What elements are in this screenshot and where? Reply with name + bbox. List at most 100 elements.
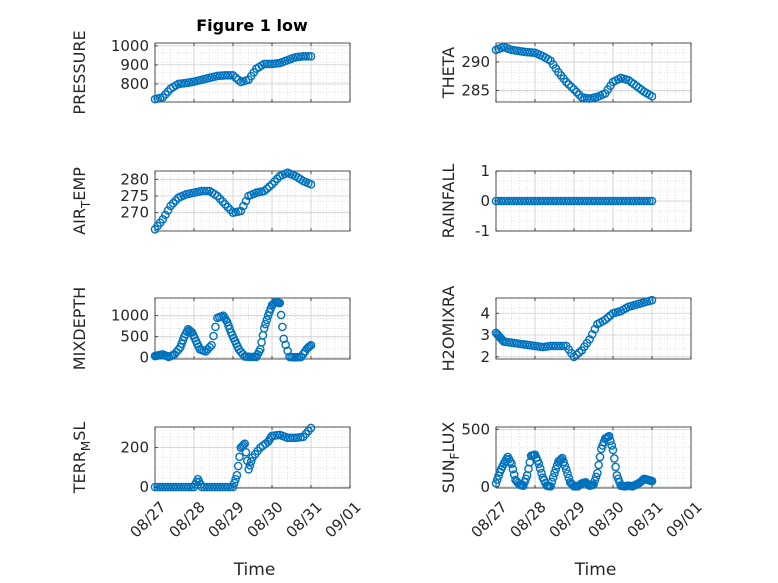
data-point [560, 461, 570, 471]
series-points [150, 52, 316, 104]
data-point [236, 206, 246, 216]
data-point [594, 460, 604, 470]
y-tick-label: 500 [461, 420, 490, 438]
axes-box [154, 170, 351, 232]
data-point [231, 73, 240, 82]
data-point [561, 465, 571, 474]
data-point [585, 335, 594, 344]
data-point [270, 177, 279, 186]
series-points [491, 42, 657, 103]
data-point [261, 319, 270, 329]
data-point [168, 198, 178, 208]
panel-terr-msl: 0 200 TERRMSL 08/2708/2808/2908/3008/3109/0… [70, 422, 365, 580]
data-point [158, 215, 168, 224]
y-tick-label: 800 [120, 75, 149, 93]
data-point [304, 343, 313, 352]
data-point [306, 340, 316, 350]
data-point [569, 352, 579, 362]
axes-box [495, 297, 692, 360]
x-axis-label: Time [574, 560, 617, 580]
panel-sun-flux: 0 500SUNFLUX08/2708/2808/2908/3008/3109/0… [439, 420, 706, 580]
data-point [591, 472, 601, 482]
data-point [241, 447, 251, 457]
data-point [559, 457, 568, 467]
data-point [607, 441, 617, 450]
data-point [572, 87, 581, 97]
data-point [590, 476, 600, 486]
data-point [213, 191, 222, 201]
data-point [223, 71, 233, 80]
data-point [240, 439, 249, 449]
data-point [548, 473, 558, 482]
data-point [200, 186, 209, 196]
y-tick-label: 290 [461, 53, 490, 71]
y-tick-label: 900 [120, 56, 149, 74]
data-point [537, 468, 546, 478]
data-point [546, 481, 555, 491]
data-point [231, 474, 240, 484]
data-point [161, 210, 170, 220]
data-point [223, 202, 233, 212]
data-point [229, 478, 239, 488]
data-point [226, 71, 235, 80]
x-tick-label: 08/28 [506, 498, 549, 541]
data-point [226, 205, 235, 215]
panel-h2omixra: 2 3 4 H2OMIXRA [439, 286, 692, 372]
data-point [550, 468, 559, 478]
x-tick-label: 08/30 [243, 498, 286, 541]
x-tick-label: 08/28 [165, 498, 208, 541]
data-point [233, 461, 243, 471]
data-point [246, 457, 256, 466]
data-point [265, 182, 274, 191]
data-point [209, 331, 218, 341]
data-point [561, 77, 571, 87]
data-point [278, 322, 287, 332]
data-point [535, 464, 545, 473]
data-point [207, 340, 216, 350]
y-axis-label: MIXDEPTH [70, 287, 89, 370]
data-point [202, 186, 212, 196]
y-tick-label: 4 [480, 304, 490, 322]
data-point [205, 342, 214, 352]
data-point [590, 324, 600, 334]
x-tick-label: 08/27 [126, 498, 169, 541]
y-axis-label: H2OMIXRA [439, 286, 458, 372]
data-point [304, 52, 313, 61]
data-point [647, 91, 657, 101]
series-points [491, 431, 657, 491]
data-point [572, 350, 581, 359]
data-point [604, 431, 614, 441]
x-tick-label: 08/31 [282, 498, 325, 541]
data-point [259, 323, 269, 333]
y-axis-label: SUNFLUX [439, 422, 462, 494]
data-point [301, 52, 311, 61]
data-point [558, 453, 567, 463]
y-axis-label: AIRTEMP [70, 167, 93, 235]
y-tick-label: 275 [120, 187, 149, 205]
x-tick-label: 08/30 [584, 498, 627, 541]
data-point [534, 459, 544, 469]
data-point [647, 295, 657, 305]
data-point [595, 452, 605, 462]
x-axis-label: Time [233, 560, 276, 580]
panel-rainfall: -1 0 1 RAINFALL [439, 162, 692, 240]
data-point [275, 298, 285, 308]
data-point [645, 196, 654, 206]
x-tick-label: 09/01 [662, 498, 705, 541]
data-point [642, 196, 652, 206]
data-point [547, 477, 557, 487]
data-point [223, 482, 233, 492]
data-point [556, 454, 566, 464]
data-point [551, 464, 561, 474]
data-point [507, 459, 516, 469]
data-point [647, 476, 657, 486]
data-point [163, 206, 173, 215]
y-tick-label: 200 [120, 439, 149, 457]
data-point [245, 461, 255, 470]
data-point [492, 475, 502, 484]
axes-box [154, 297, 351, 360]
y-axis-label: THETA [439, 47, 458, 99]
axes-box [154, 426, 351, 489]
y-tick-label: 2 [480, 348, 490, 366]
